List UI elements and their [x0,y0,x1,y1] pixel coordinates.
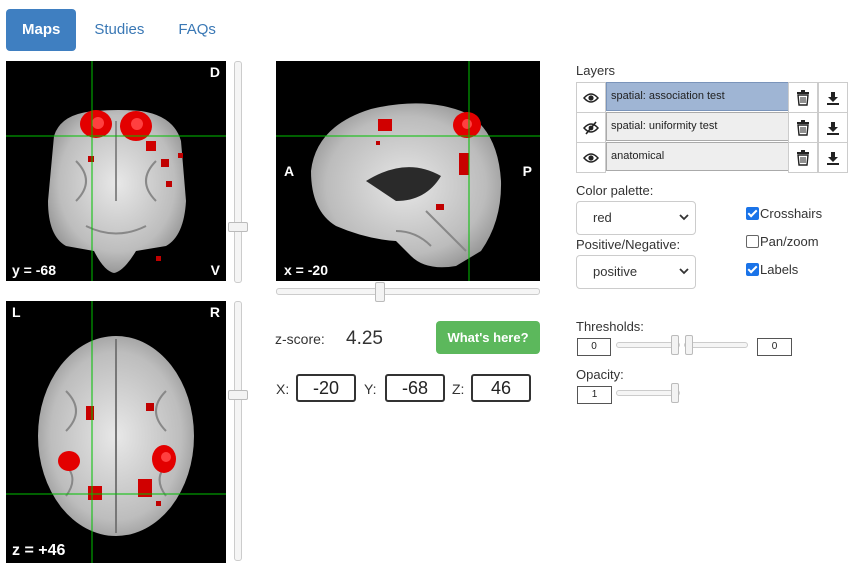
axial-brain-image [6,301,226,563]
opacity-label: Opacity: [576,367,624,382]
eye-icon[interactable] [576,142,606,173]
threshold-max-slider[interactable] [684,335,748,355]
layers-title: Layers [576,63,616,78]
coronal-slider-handle[interactable] [228,222,248,232]
threshold-min-slider[interactable] [616,335,680,355]
tab-maps[interactable]: Maps [6,8,77,51]
opacity-input[interactable]: 1 [577,386,612,404]
chevron-down-icon [679,268,689,275]
axial-slider-handle[interactable] [228,390,248,400]
opacity-slider[interactable] [616,383,680,403]
zscore-value: 4.25 [346,328,383,349]
panzoom-label: Pan/zoom [760,234,819,249]
crosshairs-option[interactable]: Crosshairs [746,206,822,221]
tab-studies[interactable]: Studies [94,20,145,38]
download-icon[interactable] [818,142,848,173]
coronal-slice-label: y = -68 [12,262,56,278]
color-palette-select[interactable]: red [576,201,696,235]
labels-checkbox[interactable] [746,263,759,276]
labels-option[interactable]: Labels [746,262,798,277]
download-icon[interactable] [818,82,848,113]
sagittal-left-label: A [284,163,295,179]
coronal-slice-slider[interactable] [228,61,248,283]
coronal-view[interactable]: D y = -68 V [6,61,226,281]
axial-slice-slider[interactable] [228,301,248,561]
opacity-handle[interactable] [671,383,679,403]
coronal-brain-image [6,61,226,281]
y-coord-input[interactable]: -68 [385,374,445,402]
trash-icon[interactable] [788,142,818,173]
layer-name[interactable]: spatial: association test [606,82,792,111]
panzoom-checkbox[interactable] [746,235,759,248]
tab-faqs[interactable]: FAQs [178,20,216,38]
axial-slice-label: z = +46 [12,542,66,559]
z-coord-label: Z: [452,381,465,397]
thresholds-label: Thresholds: [576,319,644,334]
sagittal-brain-image [276,61,540,281]
coronal-top-right-label: D [209,64,220,80]
eye-slash-icon[interactable] [576,112,606,143]
layer-name[interactable]: anatomical [606,142,792,171]
threshold-max-handle[interactable] [685,335,693,355]
zscore-label: z-score: [275,331,325,347]
posneg-label: Positive/Negative: [576,237,681,252]
color-palette-label: Color palette: [576,183,654,198]
trash-icon[interactable] [788,112,818,143]
chevron-down-icon [679,214,689,221]
panzoom-option[interactable]: Pan/zoom [746,234,819,249]
color-palette-value: red [593,210,612,225]
z-coord-input[interactable]: 46 [471,374,531,402]
y-coord-label: Y: [364,381,377,397]
whats-here-button[interactable]: What's here? [436,321,540,354]
crosshairs-checkbox[interactable] [746,207,759,220]
posneg-select[interactable]: positive [576,255,696,289]
eye-icon[interactable] [576,82,606,113]
axial-right-label: R [209,304,220,320]
threshold-min-handle[interactable] [671,335,679,355]
nav-tabs: Maps Studies FAQs [6,8,234,51]
x-coord-input[interactable]: -20 [296,374,356,402]
axial-view[interactable]: L R z = +46 [6,301,226,563]
crosshairs-label: Crosshairs [760,206,823,221]
coronal-bottom-right-label: V [210,262,220,278]
posneg-value: positive [593,264,638,279]
threshold-max-input[interactable]: 0 [757,338,792,356]
sagittal-slice-label: x = -20 [284,262,328,278]
sagittal-right-label: P [522,163,532,179]
sagittal-view[interactable]: A P x = -20 [276,61,540,281]
download-icon[interactable] [818,112,848,143]
threshold-min-input[interactable]: 0 [577,338,611,356]
sagittal-slider-handle[interactable] [375,282,385,302]
labels-label: Labels [760,262,799,277]
trash-icon[interactable] [788,82,818,113]
layer-name[interactable]: spatial: uniformity test [606,112,792,141]
x-coord-label: X: [276,381,290,397]
axial-left-label: L [12,304,21,320]
sagittal-slice-slider[interactable] [276,282,540,302]
